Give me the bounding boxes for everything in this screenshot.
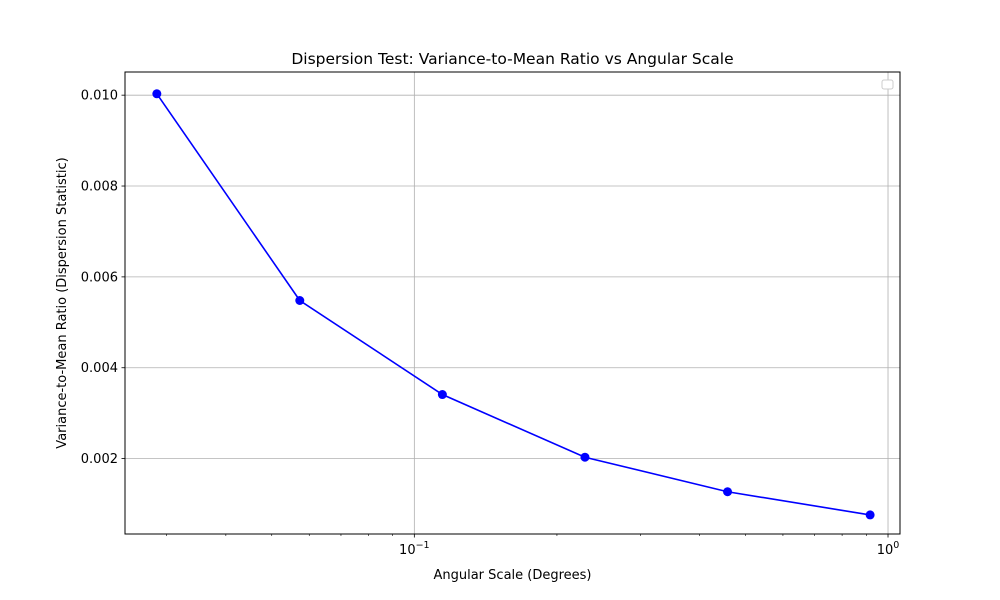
chart-title: Dispersion Test: Variance-to-Mean Ratio … xyxy=(291,50,733,68)
y-tick-label: 0.004 xyxy=(81,361,118,376)
x-tick-label: 10−1 xyxy=(399,540,430,558)
x-axis-ticks: 10−1 100 xyxy=(166,534,900,558)
y-tick-label: 0.002 xyxy=(81,452,118,467)
data-series xyxy=(152,89,875,520)
series-line xyxy=(156,93,871,516)
data-point xyxy=(723,487,733,497)
grid-lines xyxy=(125,72,900,534)
x-tick-label: 100 xyxy=(877,540,900,558)
y-axis-label: Variance-to-Mean Ratio (Dispersion Stati… xyxy=(55,157,70,448)
data-point xyxy=(152,89,162,99)
data-point xyxy=(295,296,305,306)
data-point xyxy=(580,452,590,462)
data-point xyxy=(437,390,447,400)
legend-box xyxy=(881,79,894,90)
y-axis-ticks: 0.002 0.004 0.006 0.008 0.010 xyxy=(81,89,125,467)
y-tick-label: 0.008 xyxy=(81,180,118,195)
plot-frame xyxy=(124,71,901,535)
y-tick-label: 0.006 xyxy=(81,270,118,285)
data-point xyxy=(865,510,875,520)
x-axis-label: Angular Scale (Degrees) xyxy=(433,568,591,583)
y-tick-label: 0.010 xyxy=(81,89,118,104)
